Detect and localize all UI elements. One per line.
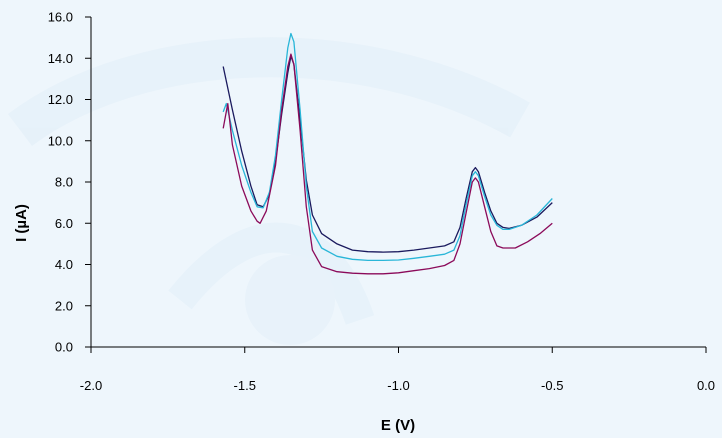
y-tick-label: 12.0 xyxy=(48,92,73,107)
y-tick-label: 2.0 xyxy=(55,298,73,313)
series-line-2 xyxy=(222,32,553,262)
y-tick-label: 0.0 xyxy=(55,340,73,355)
axes-layer: 0.0 2.0 4.0 6.0 8.0 10.0 12.0 14.0 16.0 -2.0 -1.5 -… xyxy=(48,10,715,394)
series-layer xyxy=(222,32,553,275)
series-line-3 xyxy=(222,53,553,275)
background-watermark xyxy=(8,37,530,345)
y-tick-label: 6.0 xyxy=(55,216,73,231)
y-tick-label: 14.0 xyxy=(48,51,73,66)
x-tick-label: -0.5 xyxy=(541,378,563,393)
x-tick-label: 0.0 xyxy=(697,378,715,393)
y-tick-label: 4.0 xyxy=(55,257,73,272)
x-tick-label: -1.5 xyxy=(234,378,256,393)
y-tick-label: 8.0 xyxy=(55,175,73,190)
y-tick-label: 16.0 xyxy=(48,10,73,25)
x-tick-label: -1.0 xyxy=(387,378,409,393)
x-tick-label: -2.0 xyxy=(80,378,102,393)
y-axis-title: I (µA) xyxy=(13,204,30,242)
y-tick-label: 10.0 xyxy=(48,133,73,148)
x-axis-title: E (V) xyxy=(381,417,415,434)
